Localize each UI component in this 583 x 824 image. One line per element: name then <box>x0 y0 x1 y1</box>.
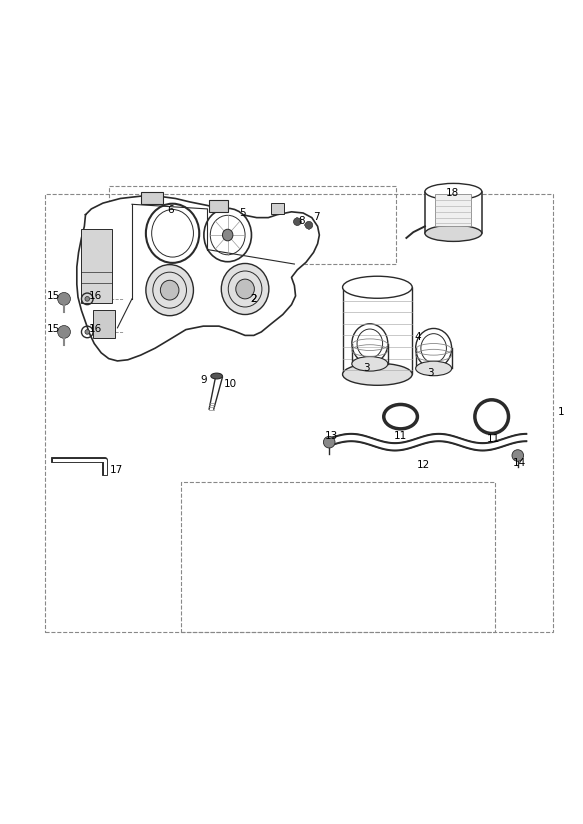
Text: 16: 16 <box>89 291 102 301</box>
Bar <box>109 185 396 264</box>
Bar <box>343 288 412 374</box>
Bar <box>181 481 494 633</box>
Bar <box>141 191 163 204</box>
Circle shape <box>293 218 301 226</box>
Text: 15: 15 <box>47 324 60 334</box>
Bar <box>425 191 482 233</box>
Ellipse shape <box>160 280 179 300</box>
Bar <box>82 228 111 303</box>
Text: 8: 8 <box>298 216 305 226</box>
Text: 17: 17 <box>110 465 123 475</box>
Ellipse shape <box>425 225 482 241</box>
Ellipse shape <box>416 329 452 368</box>
Circle shape <box>305 222 312 229</box>
Polygon shape <box>77 196 319 361</box>
Text: 4: 4 <box>415 331 422 342</box>
Circle shape <box>512 450 524 461</box>
Bar <box>209 199 228 213</box>
Text: 9: 9 <box>200 375 206 385</box>
Text: 2: 2 <box>251 294 257 304</box>
Ellipse shape <box>343 276 412 298</box>
Text: 3: 3 <box>427 368 434 377</box>
Circle shape <box>85 330 90 335</box>
Ellipse shape <box>223 229 233 241</box>
Circle shape <box>58 293 71 305</box>
Circle shape <box>85 297 90 302</box>
Ellipse shape <box>236 279 254 299</box>
Text: 2: 2 <box>251 294 257 304</box>
Text: 10: 10 <box>224 379 237 389</box>
Bar <box>271 204 284 213</box>
Text: 7: 7 <box>313 212 319 222</box>
Ellipse shape <box>343 363 412 386</box>
Text: 13: 13 <box>324 432 338 442</box>
Ellipse shape <box>204 208 251 262</box>
Text: 6: 6 <box>167 205 174 215</box>
Ellipse shape <box>352 324 388 363</box>
Text: 18: 18 <box>446 188 459 198</box>
Circle shape <box>324 437 335 448</box>
Text: 5: 5 <box>239 208 245 218</box>
Ellipse shape <box>222 264 269 315</box>
Text: 1: 1 <box>558 407 564 417</box>
Ellipse shape <box>352 357 388 371</box>
Ellipse shape <box>211 373 223 379</box>
Ellipse shape <box>416 361 452 376</box>
Ellipse shape <box>146 265 194 316</box>
Text: 11: 11 <box>394 432 407 442</box>
Text: 16: 16 <box>89 324 102 334</box>
Bar <box>436 194 472 227</box>
Bar <box>93 310 115 338</box>
Circle shape <box>58 325 71 339</box>
Text: 14: 14 <box>512 458 525 468</box>
Bar <box>45 194 553 633</box>
Ellipse shape <box>425 184 482 199</box>
Text: 15: 15 <box>47 291 60 301</box>
Text: 3: 3 <box>364 363 370 373</box>
Text: 12: 12 <box>417 461 430 471</box>
Text: 11: 11 <box>487 433 500 443</box>
